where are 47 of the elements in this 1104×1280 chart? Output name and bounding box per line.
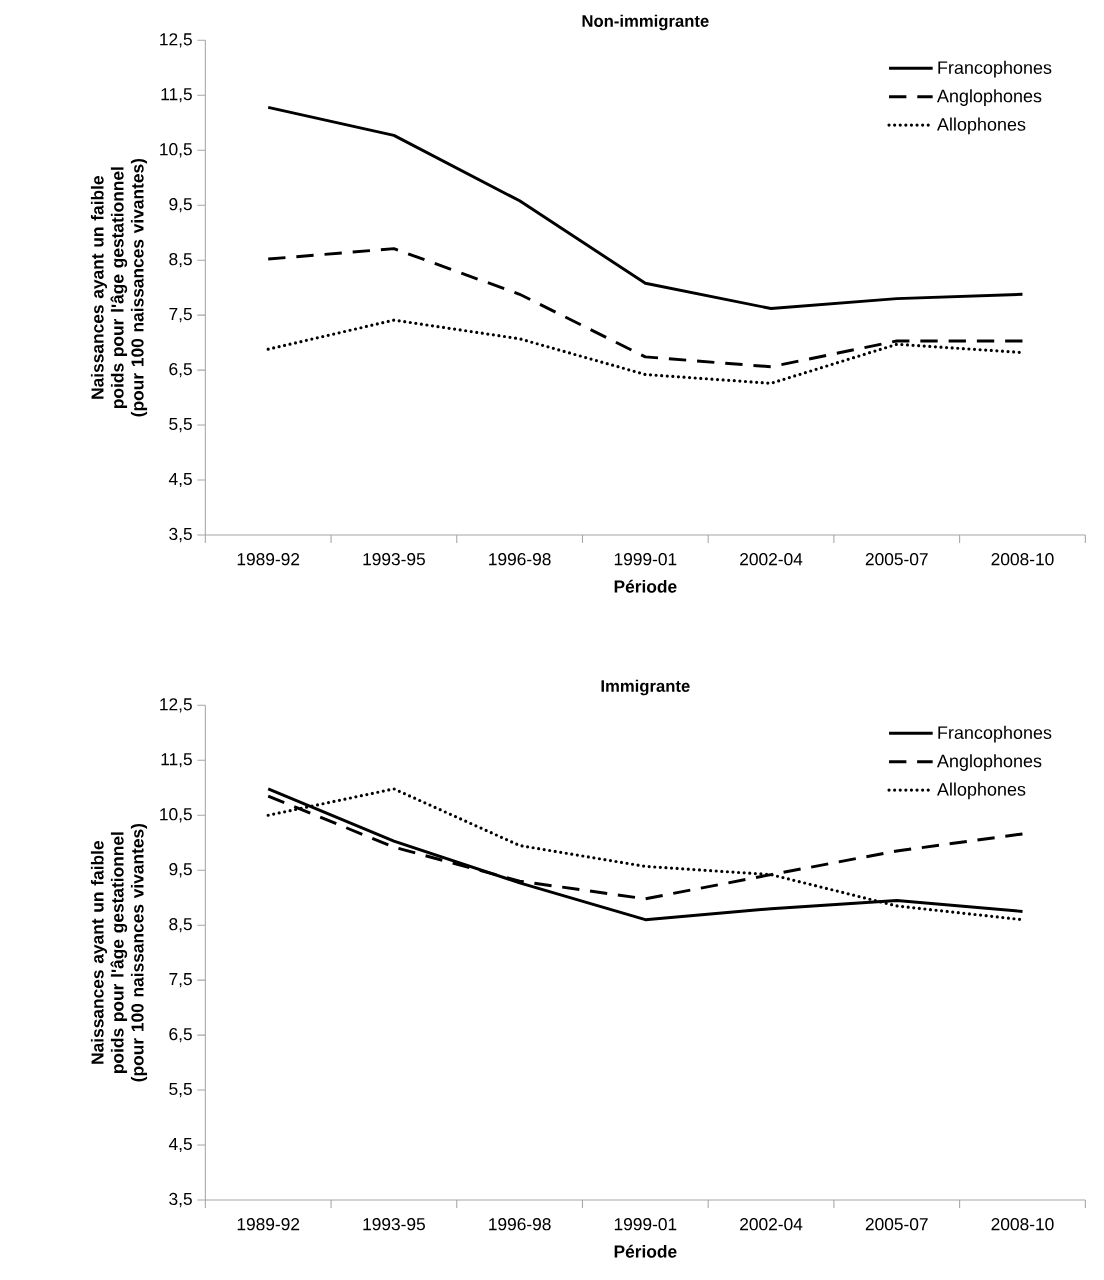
x-axis-title: Période <box>614 579 677 593</box>
y-tick-label: 8,5 <box>169 253 192 268</box>
x-tick-label: 2002-04 <box>740 553 803 566</box>
x-tick-label: 1996-98 <box>489 1218 551 1231</box>
y-tick-label: 12,5 <box>160 33 192 48</box>
x-tick-label: 2002-04 <box>740 1218 803 1231</box>
y-tick-label: 9,5 <box>169 863 192 878</box>
y-tick-label: 4,5 <box>168 1137 192 1153</box>
y-axis-title: Naissances ayant un faible poids pour l'âge gestationnel (pour 100 naissances vivantes) <box>90 158 148 417</box>
y-tick-label: 5,5 <box>169 1083 192 1098</box>
legend-label: Anglophones <box>936 754 1042 771</box>
x-tick-label: 1999-01 <box>614 1218 677 1231</box>
x-tick-label: 1989-92 <box>237 553 300 566</box>
legend-label: Allophones <box>936 117 1026 135</box>
y-tick-label: 7,5 <box>169 973 192 988</box>
y-tick-label: 10,5 <box>160 143 192 158</box>
legend-label: Francophones <box>938 60 1052 78</box>
x-axis-title: Période <box>614 1244 677 1258</box>
x-tick-label: 1989-92 <box>237 1218 300 1231</box>
y-tick-label: 8,5 <box>169 918 192 933</box>
x-tick-label: 2005-07 <box>865 1218 928 1231</box>
chart-title: Non-immigrante <box>582 14 709 31</box>
y-tick-label: 5,5 <box>169 418 192 433</box>
y-tick-label: 11,5 <box>161 753 192 768</box>
legend-label: Allophones <box>936 782 1026 800</box>
x-tick-label: 2008-10 <box>991 1218 1054 1231</box>
chart-title: Immigrante <box>601 679 690 696</box>
y-axis-title: Naissances ayant un faible poids pour l'âge gestationnel (pour 100 naissances vivantes) <box>90 823 148 1082</box>
y-tick-label: 3,5 <box>169 527 192 543</box>
line-series <box>266 105 1024 311</box>
y-tick-label: 6,5 <box>169 1027 192 1043</box>
x-tick-label: 1993-95 <box>363 553 425 566</box>
x-tick-label: 1993-95 <box>363 1218 425 1231</box>
x-tick-label: 1999-01 <box>614 553 677 566</box>
y-tick-label: 6,5 <box>169 362 192 378</box>
y-tick-label: 11,5 <box>161 88 192 103</box>
x-tick-label: 2005-07 <box>865 553 928 566</box>
x-tick-label: 1996-98 <box>489 553 551 566</box>
y-tick-label: 10,5 <box>160 808 192 823</box>
legend-label: Anglophones <box>936 89 1042 106</box>
x-tick-label: 2008-10 <box>991 553 1054 566</box>
y-tick-label: 3,5 <box>169 1192 192 1208</box>
legend-label: Francophones <box>938 725 1052 743</box>
y-tick-label: 4,5 <box>168 472 192 488</box>
y-tick-label: 7,5 <box>169 308 192 323</box>
y-tick-label: 9,5 <box>169 198 192 213</box>
y-tick-label: 12,5 <box>160 698 192 713</box>
